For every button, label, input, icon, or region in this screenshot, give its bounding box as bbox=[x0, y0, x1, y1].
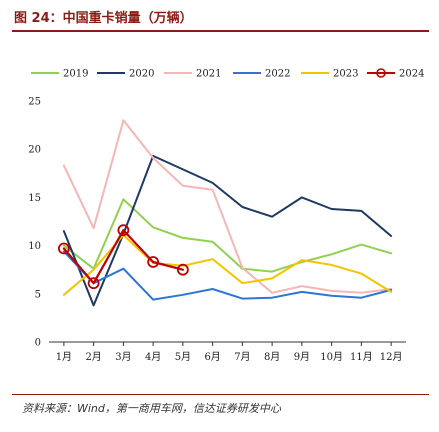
x-tick-label: 6月 bbox=[204, 351, 220, 363]
series-line-2024 bbox=[62, 229, 184, 285]
x-tick-label: 3月 bbox=[115, 351, 131, 363]
source-rule bbox=[12, 394, 429, 395]
legend-marker-2024 bbox=[376, 68, 386, 78]
legend-label-2024: 2024 bbox=[399, 69, 424, 80]
data-point-2024 bbox=[117, 224, 130, 237]
legend-label-2019: 2019 bbox=[63, 69, 88, 80]
x-tick-label: 4月 bbox=[145, 351, 161, 363]
x-tick-label: 10月 bbox=[320, 351, 343, 363]
x-tick-label: 8月 bbox=[264, 351, 280, 363]
y-tick-label: 20 bbox=[28, 145, 41, 156]
y-tick-label: 25 bbox=[28, 97, 41, 108]
y-tick-label: 0 bbox=[35, 338, 41, 349]
line-chart: 2019 2020 2021 2022 2023 2024 0 5 10 15 20 25 1月 2月 3… bbox=[28, 68, 424, 363]
legend-label-2023: 2023 bbox=[333, 69, 358, 80]
data-point-2024 bbox=[87, 277, 100, 290]
series-line-2020 bbox=[62, 154, 393, 307]
data-point-2024 bbox=[147, 256, 160, 268]
x-tick-label: 5月 bbox=[175, 351, 191, 363]
chart-axes: 0 5 10 15 20 25 1月 2月 3月 4月 5月 6月 7月 8月 9月 10月 11月 12月 bbox=[28, 97, 406, 363]
y-tick-label: 5 bbox=[35, 289, 41, 300]
series-line-2023 bbox=[62, 234, 393, 296]
series-line-2021 bbox=[62, 119, 393, 294]
x-tick-label: 2月 bbox=[85, 351, 101, 363]
x-tick-label: 12月 bbox=[380, 351, 403, 363]
chart-legend: 2019 2020 2021 2022 2023 2024 bbox=[31, 68, 424, 80]
legend-label-2020: 2020 bbox=[129, 69, 154, 80]
legend-label-2021: 2021 bbox=[196, 69, 221, 80]
chart-series bbox=[57, 119, 393, 307]
x-tick-label: 1月 bbox=[56, 351, 72, 363]
legend-label-2022: 2022 bbox=[265, 69, 290, 80]
series-line-2022 bbox=[62, 250, 393, 301]
y-tick-label: 10 bbox=[28, 241, 41, 252]
x-tick-label: 11月 bbox=[350, 351, 373, 363]
figure-title: 图 24：中国重卡销量（万辆） bbox=[14, 11, 193, 26]
x-tick-label: 9月 bbox=[294, 351, 310, 363]
x-tick-label: 7月 bbox=[234, 351, 250, 363]
data-point-2024 bbox=[176, 263, 189, 276]
title-rule bbox=[12, 30, 429, 32]
data-point-2024 bbox=[57, 242, 70, 255]
series-line-2019 bbox=[62, 198, 393, 273]
source-note: 资料来源：Wind，第一商用车网，信达证券研发中心 bbox=[22, 402, 281, 415]
y-tick-label: 15 bbox=[28, 193, 41, 204]
